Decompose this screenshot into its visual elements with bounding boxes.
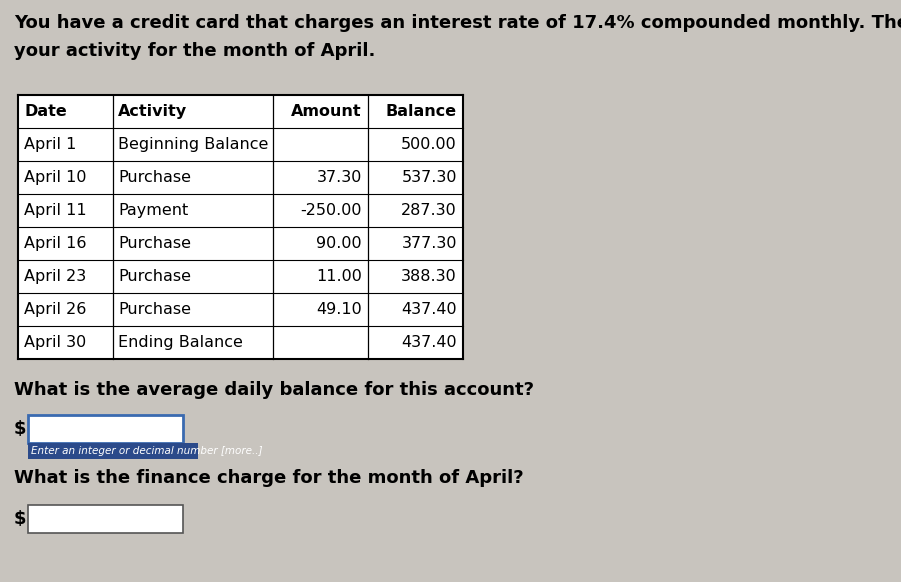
Text: Date: Date <box>24 104 67 119</box>
Text: Purchase: Purchase <box>118 236 191 251</box>
Text: 287.30: 287.30 <box>401 203 457 218</box>
Text: $: $ <box>14 420 26 438</box>
Text: April 16: April 16 <box>24 236 86 251</box>
Text: What is the finance charge for the month of April?: What is the finance charge for the month… <box>14 469 523 487</box>
Text: Activity: Activity <box>118 104 187 119</box>
Bar <box>28 505 183 533</box>
Text: April 26: April 26 <box>24 302 86 317</box>
Text: 11.00: 11.00 <box>316 269 362 284</box>
Text: your activity for the month of April.: your activity for the month of April. <box>14 42 376 60</box>
Text: Purchase: Purchase <box>118 302 191 317</box>
Text: You have a credit card that charges an interest rate of 17.4% compounded monthly: You have a credit card that charges an i… <box>14 14 901 32</box>
Text: -250.00: -250.00 <box>301 203 362 218</box>
Text: April 1: April 1 <box>24 137 77 152</box>
Text: 437.40: 437.40 <box>401 335 457 350</box>
Text: Balance: Balance <box>386 104 457 119</box>
Text: 437.40: 437.40 <box>401 302 457 317</box>
Text: 500.00: 500.00 <box>401 137 457 152</box>
Text: What is the average daily balance for this account?: What is the average daily balance for th… <box>14 381 534 399</box>
Text: 537.30: 537.30 <box>402 170 457 185</box>
Text: 90.00: 90.00 <box>316 236 362 251</box>
Text: Ending Balance: Ending Balance <box>118 335 243 350</box>
Bar <box>18 95 463 359</box>
Text: April 10: April 10 <box>24 170 86 185</box>
Text: 388.30: 388.30 <box>401 269 457 284</box>
Text: Beginning Balance: Beginning Balance <box>118 137 268 152</box>
Text: Enter an integer or decimal number [more..]: Enter an integer or decimal number [more… <box>31 446 262 456</box>
Bar <box>28 443 198 459</box>
Text: April 11: April 11 <box>24 203 86 218</box>
Text: 37.30: 37.30 <box>316 170 362 185</box>
Bar <box>28 415 183 443</box>
Text: April 30: April 30 <box>24 335 86 350</box>
Text: $: $ <box>14 510 26 528</box>
Text: Amount: Amount <box>291 104 362 119</box>
Text: Payment: Payment <box>118 203 188 218</box>
Text: Purchase: Purchase <box>118 170 191 185</box>
Text: Purchase: Purchase <box>118 269 191 284</box>
Text: 377.30: 377.30 <box>402 236 457 251</box>
Text: April 23: April 23 <box>24 269 86 284</box>
Text: 49.10: 49.10 <box>316 302 362 317</box>
